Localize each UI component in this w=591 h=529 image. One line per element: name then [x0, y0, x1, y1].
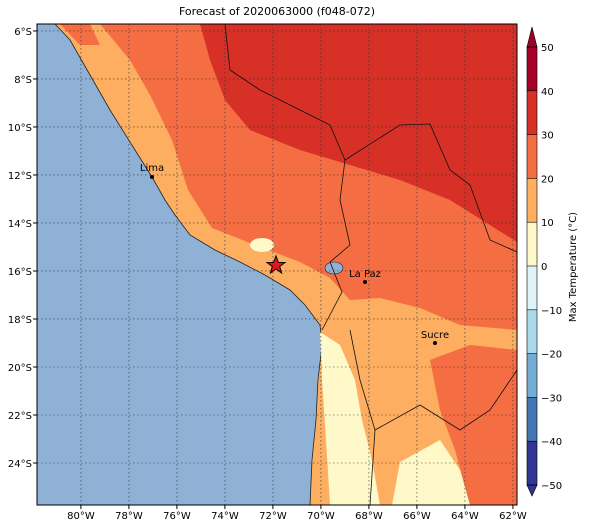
markers: Lima La Paz Sucre	[140, 163, 449, 345]
colorbar-tick-label: 30	[541, 131, 554, 142]
colorbar-tick-label: −10	[541, 306, 562, 317]
colorbar-segment	[527, 353, 537, 398]
colorbar-segment	[527, 266, 537, 310]
colorbar-tick-label: 20	[541, 174, 554, 185]
y-tick-label: 24°S	[8, 459, 32, 470]
colorbar-segment	[527, 47, 537, 91]
y-tick-label: 20°S	[8, 363, 32, 374]
colorbar-segment	[527, 178, 537, 223]
x-tick-label: 74°W	[211, 511, 239, 522]
colorbar: −50 −40 −30 −20 −10 0 10 20 30 40 50	[526, 26, 562, 497]
city-dot	[150, 175, 154, 179]
y-tick-label: 16°S	[8, 267, 32, 278]
colorbar-tick-label: −50	[541, 481, 562, 492]
map	[37, 24, 517, 505]
colorbar-segment	[527, 90, 537, 135]
star	[265, 254, 287, 275]
colorbar-extend	[526, 26, 538, 48]
colorbar-tick-label: −20	[541, 350, 562, 361]
city-label: Lima	[140, 163, 164, 174]
grid	[37, 24, 517, 505]
x-tick-label: 66°W	[403, 511, 431, 522]
x-tick-label: 72°W	[259, 511, 287, 522]
colorbar-segment	[527, 134, 537, 179]
city-dot	[363, 280, 367, 284]
colorbar-extend	[526, 484, 538, 497]
region-30-40	[200, 24, 517, 242]
y-tick-label: 14°S	[8, 219, 32, 230]
colorbar-tick-label: 50	[541, 43, 554, 54]
x-tick-label: 64°W	[451, 511, 479, 522]
y-tick-label: 10°S	[8, 123, 32, 134]
colorbar-tick-label: −30	[541, 393, 562, 404]
x-tick-label: 78°W	[115, 511, 143, 522]
colorbar-segment	[527, 309, 537, 354]
region-0-10	[392, 440, 470, 505]
x-tick-label: 62°W	[499, 511, 527, 522]
colorbar-segment	[527, 441, 537, 485]
region-0-10	[320, 332, 380, 505]
colorbar-tick-label: 40	[541, 87, 554, 98]
y-tick-label: 18°S	[8, 315, 32, 326]
y-tick-label: 22°S	[8, 411, 32, 422]
colorbar-tick-label: 0	[541, 262, 547, 273]
city-label: Sucre	[421, 330, 449, 341]
y-tick-label: 12°S	[8, 171, 32, 182]
frame	[36, 23, 518, 506]
border	[349, 329, 517, 505]
city-label: La Paz	[349, 269, 381, 280]
chart-title: Forecast of 2020063000 (f048-072)	[179, 5, 375, 18]
colorbar-label: Max Temperature (°C)	[568, 212, 579, 322]
colorbar-segment	[527, 222, 537, 266]
city-dot	[433, 341, 437, 345]
colorbar-tick-label: 10	[541, 218, 554, 229]
region-0-10	[250, 238, 274, 252]
border	[344, 123, 517, 253]
colorbar-segment	[527, 397, 537, 442]
region-20-30	[430, 345, 517, 505]
y-tick-label: 8°S	[14, 75, 32, 86]
x-tick-label: 76°W	[163, 511, 191, 522]
region-20-30	[60, 24, 100, 45]
colorbar-tick-label: −40	[541, 437, 562, 448]
y-tick-label: 6°S	[14, 27, 32, 38]
x-tick-label: 70°W	[307, 511, 335, 522]
x-tick-label: 68°W	[355, 511, 383, 522]
x-tick-label: 80°W	[67, 511, 95, 522]
